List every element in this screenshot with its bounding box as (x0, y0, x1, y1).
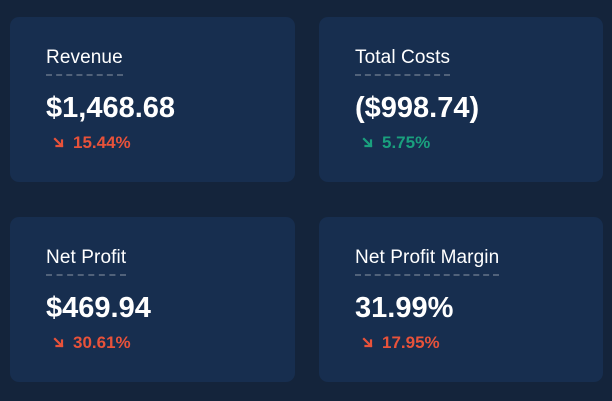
net-profit-margin-card: Net Profit Margin 31.99% 17.95% (319, 217, 603, 382)
card-value: $1,468.68 (46, 92, 176, 124)
change-indicator: 30.61% (53, 333, 131, 353)
net-profit-card: Net Profit $469.94 30.61% (10, 217, 295, 382)
card-value: $469.94 (46, 292, 151, 324)
total-costs-card: Total Costs ($998.74) 5.75% (319, 17, 603, 182)
arrow-down-right-icon (53, 337, 65, 349)
card-title[interactable]: Net Profit Margin (355, 247, 500, 276)
change-indicator: 5.75% (362, 133, 430, 153)
card-value: ($998.74) (355, 92, 480, 124)
change-indicator: 17.95% (362, 333, 440, 353)
arrow-down-right-icon (53, 137, 65, 149)
change-percent: 17.95% (382, 333, 440, 352)
arrow-down-right-icon (362, 137, 374, 149)
change-percent: 15.44% (73, 133, 131, 152)
card-value: 31.99% (355, 292, 454, 324)
revenue-card: Revenue $1,468.68 15.44% (10, 17, 295, 182)
card-title[interactable]: Revenue (46, 47, 123, 76)
change-percent: 30.61% (73, 333, 131, 352)
arrow-down-right-icon (362, 337, 374, 349)
card-title[interactable]: Total Costs (355, 47, 451, 76)
card-title[interactable]: Net Profit (46, 247, 127, 276)
change-percent: 5.75% (382, 133, 431, 152)
change-indicator: 15.44% (53, 133, 131, 153)
